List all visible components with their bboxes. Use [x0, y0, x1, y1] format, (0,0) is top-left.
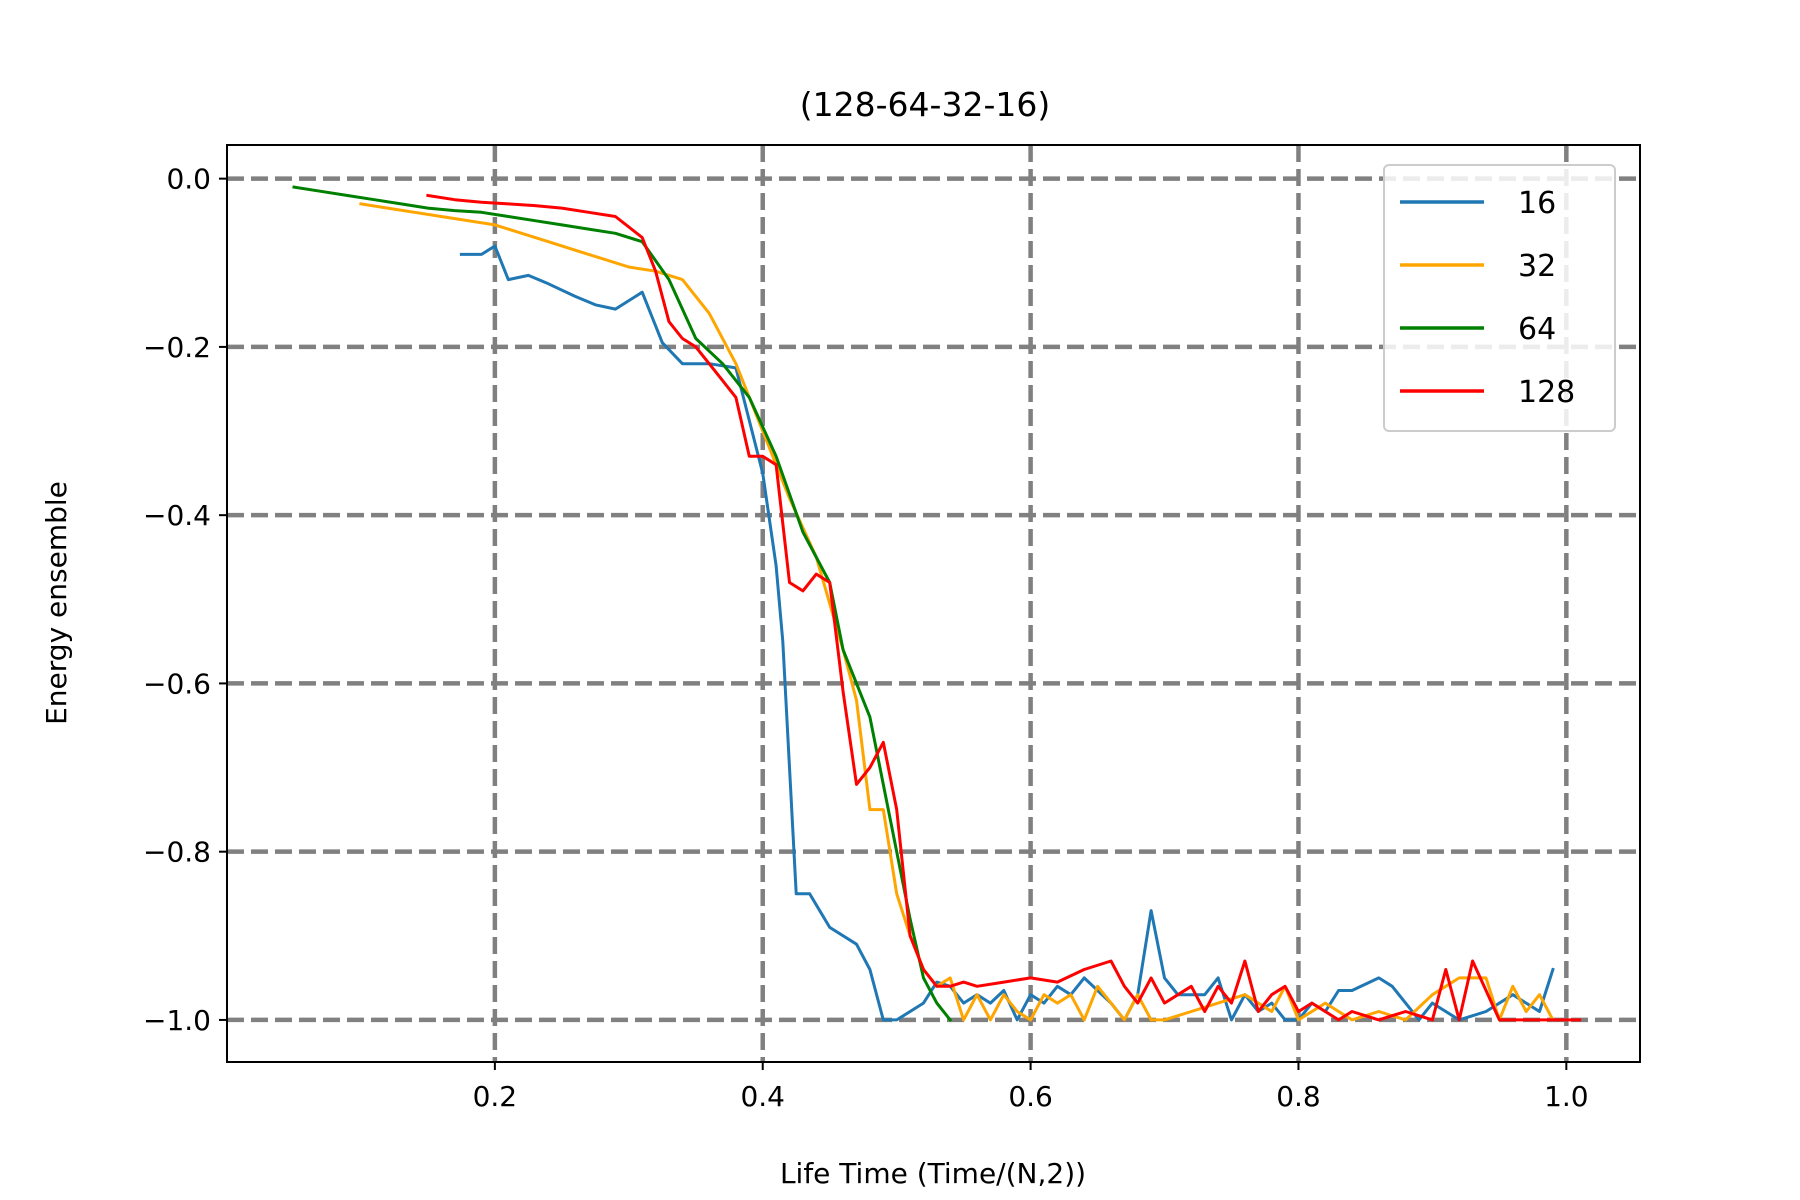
series-line-32: [359, 202, 1555, 1022]
y-tick-label: −1.0: [143, 1004, 211, 1037]
y-tick-label: 0.0: [166, 163, 211, 196]
series-line-64: [292, 185, 953, 1023]
y-axis-label: Energy ensemble: [40, 481, 73, 725]
legend-label-32: 32: [1518, 249, 1556, 284]
plot-lines: [292, 185, 1582, 1023]
y-tick-label: −0.8: [143, 836, 211, 869]
y-axis: 0.0 −0.2 −0.4 −0.6 −0.8 −1.0: [143, 163, 227, 1037]
x-tick-label: 0.4: [740, 1080, 785, 1113]
legend-label-64: 64: [1518, 312, 1556, 347]
legend-box: [1383, 164, 1616, 432]
y-tick-label: −0.2: [143, 331, 211, 364]
legend-label-16: 16: [1518, 186, 1556, 221]
plot-frame: [226, 144, 1641, 1063]
chart-title: (128-64-32-16): [800, 85, 1050, 124]
x-axis-label: Life Time (Time/(N,2)): [780, 1157, 1086, 1190]
x-axis: 0.2 0.4 0.6 0.8 1.0: [473, 1062, 1589, 1113]
y-tick-label: −0.6: [143, 667, 211, 700]
y-tick-label: −0.4: [143, 499, 211, 532]
x-tick-label: 0.2: [473, 1080, 518, 1113]
series-line-128: [426, 193, 1582, 1022]
series-line-16: [459, 244, 1555, 1022]
x-tick-label: 0.8: [1276, 1080, 1321, 1113]
x-tick-label: 0.6: [1008, 1080, 1053, 1113]
x-tick-label: 1.0: [1544, 1080, 1589, 1113]
legend-label-128: 128: [1518, 375, 1575, 410]
legend: 16 32 64 128: [1383, 164, 1616, 432]
